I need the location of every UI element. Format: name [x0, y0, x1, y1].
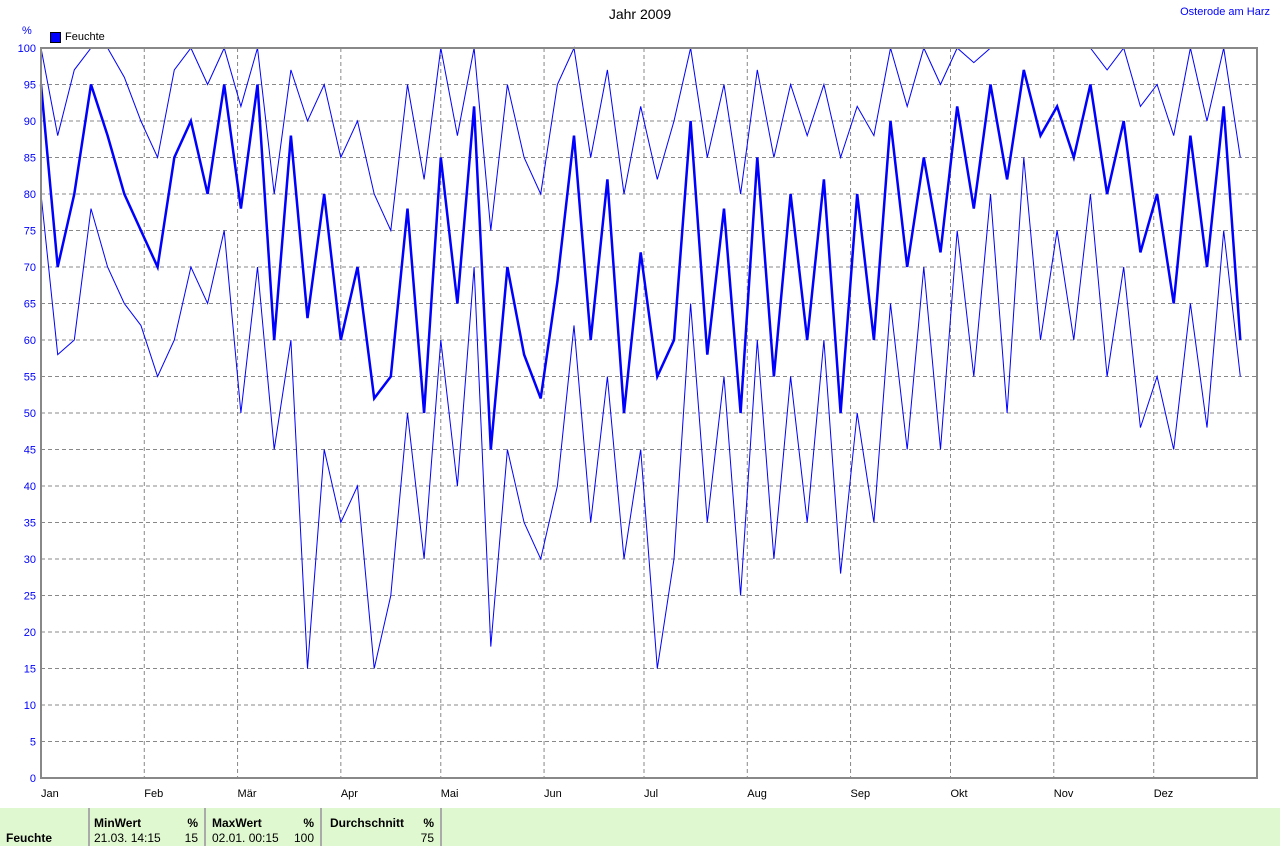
- min-header: MinWert: [94, 816, 142, 830]
- y-tick-label: 55: [24, 372, 36, 384]
- y-tick-label: 35: [24, 518, 36, 530]
- y-axis-unit: %: [22, 25, 32, 37]
- y-tick-label: 75: [24, 226, 36, 238]
- x-tick-label: Mai: [441, 788, 459, 800]
- x-tick-label: Jan: [41, 788, 59, 800]
- station-name: Osterode am Harz: [1180, 6, 1270, 18]
- y-tick-label: 70: [24, 262, 36, 274]
- x-tick-label: Sep: [851, 788, 871, 800]
- x-tick-label: Feb: [144, 788, 163, 800]
- avg-unit: %: [423, 816, 434, 830]
- x-tick-label: Apr: [341, 788, 358, 800]
- x-tick-label: Aug: [747, 788, 767, 800]
- y-tick-label: 30: [24, 554, 36, 566]
- y-tick-label: 40: [24, 481, 36, 493]
- plot-border: [40, 47, 1258, 779]
- y-tick-label: 5: [30, 737, 36, 749]
- avg-header: Durchschnitt: [330, 816, 405, 830]
- y-tick-label: 65: [24, 299, 36, 311]
- x-tick-label: Nov: [1054, 788, 1074, 800]
- summary-table: Feuchte MinWert % 21.03. 14:15 15 MaxWer…: [0, 808, 1280, 846]
- x-tick-label: Jul: [644, 788, 658, 800]
- min-value: 15: [184, 831, 198, 845]
- humidity-chart: 0 5 10 15 20 25 30 35 40 45 50 55 60 65 70 75 80 85 90 95 10…: [18, 43, 1258, 800]
- summary-series-name: Feuchte: [6, 831, 53, 845]
- y-tick-label: 45: [24, 445, 36, 457]
- y-tick-label: 20: [24, 627, 36, 639]
- max-value: 100: [293, 831, 314, 845]
- y-tick-label: 10: [24, 700, 36, 712]
- y-tick-label: 60: [24, 335, 36, 347]
- y-tick-label: 0: [30, 773, 36, 785]
- legend-label: Feuchte: [65, 31, 105, 43]
- y-tick-label: 50: [24, 408, 36, 420]
- y-tick-label: 85: [24, 153, 36, 165]
- x-tick-label: Mär: [238, 788, 257, 800]
- y-tick-label: 95: [24, 80, 36, 92]
- y-tick-label: 25: [24, 591, 36, 603]
- series-line-max: [40, 46, 1241, 233]
- y-tick-label: 90: [24, 116, 36, 128]
- max-date: 02.01. 00:15: [212, 831, 279, 845]
- series-line-min: [40, 157, 1241, 669]
- y-tick-label: 15: [24, 664, 36, 676]
- y-tick-label: 100: [18, 43, 36, 55]
- chart-title: Jahr 2009: [608, 6, 672, 22]
- legend: Feuchte: [50, 31, 105, 43]
- avg-value: 75: [420, 831, 434, 845]
- min-unit: %: [187, 816, 198, 830]
- series-line-mean: [39, 69, 1242, 450]
- max-header: MaxWert: [212, 816, 262, 830]
- min-date: 21.03. 14:15: [94, 831, 161, 845]
- x-tick-label: Okt: [951, 788, 968, 800]
- x-tick-label: Jun: [544, 788, 562, 800]
- y-tick-label: 80: [24, 189, 36, 201]
- x-tick-label: Dez: [1154, 788, 1174, 800]
- legend-swatch: [50, 31, 61, 43]
- max-unit: %: [303, 816, 314, 830]
